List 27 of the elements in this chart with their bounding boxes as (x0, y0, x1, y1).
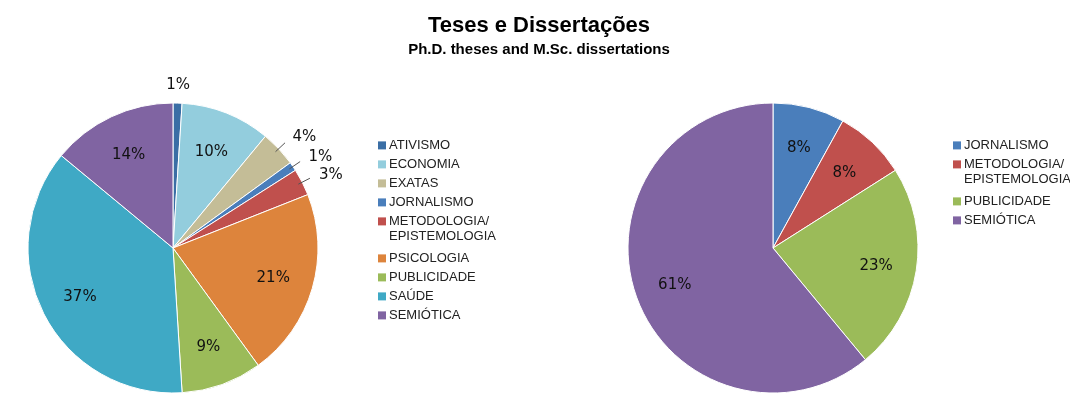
legend-label: PSICOLOGIA (389, 250, 470, 266)
legend-label: METODOLOGIA/EPISTEMOLOGIA (389, 213, 497, 244)
legend-label: PUBLICIDADE (389, 269, 477, 285)
legend-label: SEMIÓTICA (964, 212, 1036, 228)
data-label: 23% (859, 255, 893, 274)
data-label: 8% (832, 163, 857, 182)
legend-label: EXATAS (389, 175, 439, 191)
data-label: 8% (787, 138, 811, 157)
legend-label: ECONOMIA (389, 156, 461, 172)
legend-label: JORNALISMO (389, 194, 474, 210)
legend-label: PUBLICIDADE (964, 193, 1052, 209)
chart-title: Teses e Dissertações (427, 12, 651, 37)
data-label: 1% (308, 147, 333, 166)
data-label: 3% (318, 164, 343, 183)
legend-label: JORNALISMO (964, 137, 1049, 153)
data-label: 1% (166, 75, 191, 94)
legend-label: SAÚDE (389, 288, 435, 304)
data-label: 4% (292, 127, 317, 146)
data-label: 61% (658, 274, 692, 293)
text: Ph.D. theses and M.Sc. dissertations (408, 40, 670, 57)
data-label: 9% (196, 337, 221, 356)
data-label: 14% (111, 144, 146, 163)
data-label: 10% (194, 142, 229, 161)
data-label: 37% (63, 286, 97, 305)
data-label: 21% (256, 268, 290, 287)
legend-label: ATIVISMO (389, 137, 451, 153)
legend-label: SEMIÓTICA (389, 307, 461, 323)
